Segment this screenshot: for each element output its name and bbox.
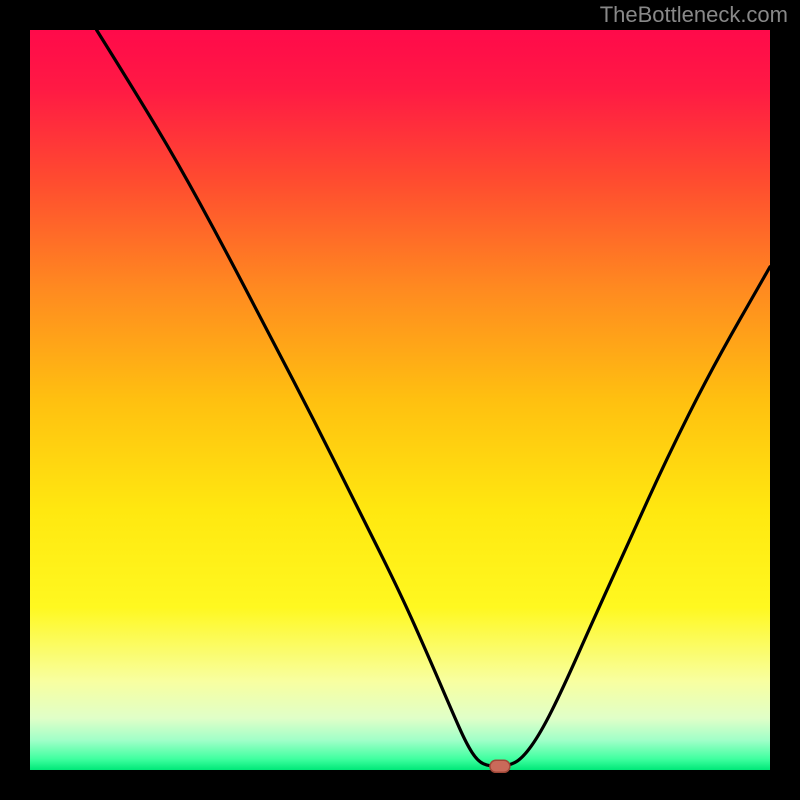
bottleneck-chart: TheBottleneck.com — [0, 0, 800, 800]
plot-background — [30, 30, 770, 770]
optimal-marker — [490, 760, 510, 772]
chart-svg — [0, 0, 800, 800]
watermark-text: TheBottleneck.com — [600, 2, 788, 28]
